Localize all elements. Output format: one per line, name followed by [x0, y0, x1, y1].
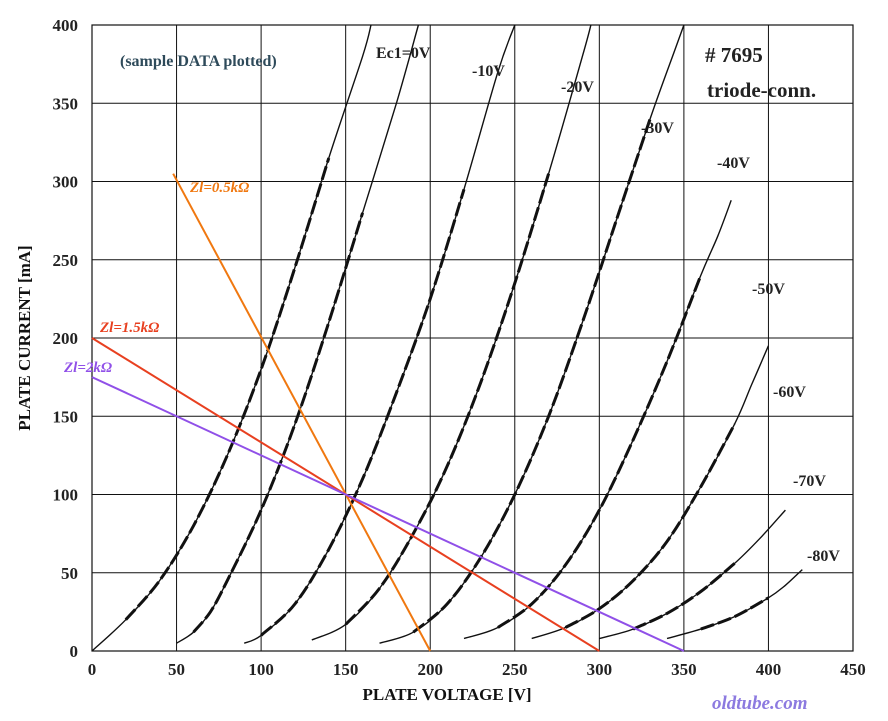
y-tick-label: 150: [53, 407, 79, 426]
sample-data-trace-2: [260, 188, 466, 637]
plate-curve-4: [379, 24, 685, 644]
x-tick-label: 50: [168, 660, 185, 679]
curve-label: -70V: [793, 473, 826, 490]
sample-data-trace-3: [344, 173, 551, 626]
curve-label: -20V: [561, 79, 594, 96]
sample-data-trace-1: [192, 212, 365, 634]
load-line-2: [91, 376, 685, 652]
y-tick-label: 300: [53, 173, 79, 192]
curve-label: -40V: [717, 155, 750, 172]
plate-curve-2: [243, 24, 516, 644]
plate-curve-1: [176, 24, 420, 644]
curve-label: -30V: [641, 120, 674, 137]
load-line-labels: Zl=0.5kΩ Zl=1.5kΩ Zl=2kΩ: [63, 180, 249, 376]
sample-data-trace-7: [632, 562, 736, 631]
curve-label: -50V: [752, 281, 785, 298]
load-line-label: Zl=0.5kΩ: [189, 180, 249, 196]
x-tick-labels: 0 50 100 150 200 250 300 350 400 450: [88, 660, 866, 679]
y-axis-title: PLATE CURRENT [mA]: [15, 245, 34, 430]
y-tick-label: 50: [61, 564, 78, 583]
curve-label: -60V: [773, 384, 806, 401]
plate-curve-7: [599, 509, 786, 640]
plate-curve-8: [666, 569, 803, 640]
x-tick-label: 300: [587, 660, 613, 679]
sample-data-trace-6: [564, 423, 736, 629]
grid: [91, 24, 854, 652]
load-line-label: Zl=2kΩ: [63, 360, 112, 376]
y-tick-labels: 0 50 100 150 200 250 300 350 400: [53, 16, 79, 661]
y-tick-label: 0: [70, 642, 79, 661]
load-line-0: [172, 173, 432, 652]
plate-curve-6: [531, 345, 770, 640]
curve-label: -10V: [472, 63, 505, 80]
curve-labels: Ec1=0V -10V -20V -30V -40V -50V -60V -70V -80V: [376, 45, 840, 565]
sample-data-note: (sample DATA plotted): [120, 53, 277, 70]
x-tick-label: 0: [88, 660, 97, 679]
curve-label: Ec1=0V: [376, 45, 431, 62]
sample-data-trace-4: [412, 118, 652, 634]
x-tick-label: 200: [417, 660, 443, 679]
x-tick-label: 450: [840, 660, 866, 679]
sample-data-trace-8: [700, 596, 770, 631]
x-axis-title: PLATE VOLTAGE [V]: [362, 685, 531, 704]
x-tick-label: 250: [502, 660, 528, 679]
y-tick-label: 100: [53, 486, 79, 505]
x-tick-label: 150: [333, 660, 359, 679]
x-tick-label: 400: [756, 660, 782, 679]
tube-mode-label: triode-conn.: [707, 78, 816, 102]
load-line-label: Zl=1.5kΩ: [99, 320, 159, 336]
sample-data-trace-5: [497, 274, 703, 629]
tube-number-label: # 7695: [705, 43, 763, 67]
curve-label: -80V: [807, 548, 840, 565]
sample-data-trace-0: [124, 157, 331, 621]
x-tick-label: 100: [248, 660, 274, 679]
y-tick-label: 350: [53, 94, 79, 113]
y-tick-label: 200: [53, 329, 79, 348]
y-tick-label: 250: [53, 251, 79, 270]
plate-curves: [91, 24, 803, 652]
x-tick-label: 350: [671, 660, 697, 679]
y-tick-label: 400: [53, 16, 79, 35]
load-lines: [91, 173, 685, 652]
source-credit: oldtube.com: [712, 693, 808, 714]
plate-curve-3: [311, 24, 592, 641]
